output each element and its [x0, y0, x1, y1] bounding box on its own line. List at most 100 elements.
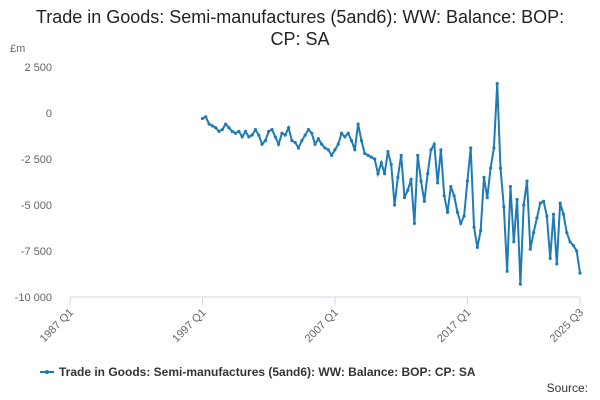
data-point — [532, 231, 536, 235]
data-point — [220, 127, 224, 132]
data-point — [293, 140, 297, 145]
data-point — [243, 129, 248, 133]
data-point — [495, 81, 499, 86]
data-point — [452, 194, 456, 198]
data-point — [260, 142, 264, 146]
data-point — [214, 126, 218, 130]
data-point — [373, 157, 377, 161]
data-point — [528, 247, 532, 251]
data-point — [449, 185, 453, 189]
data-point — [227, 126, 231, 130]
data-point — [240, 135, 244, 139]
data-point — [230, 129, 234, 133]
data-point — [343, 135, 347, 139]
data-point — [273, 135, 277, 139]
data-point — [386, 150, 390, 154]
chart-title: Trade in Goods: Semi-manufactures (5and6… — [35, 7, 565, 49]
data-point — [469, 146, 473, 150]
data-point — [498, 166, 503, 170]
y-tick-label: -5 000 — [21, 200, 52, 212]
data-point — [356, 122, 360, 126]
data-point — [286, 126, 291, 130]
data-point — [270, 127, 274, 132]
data-point — [568, 240, 572, 244]
data-point — [389, 162, 393, 167]
data-point — [525, 179, 529, 183]
data-point — [396, 175, 400, 179]
data-point — [383, 172, 387, 176]
data-point — [545, 214, 549, 218]
data-point — [522, 203, 526, 207]
data-point — [551, 212, 556, 216]
data-point — [369, 155, 373, 159]
legend-marker — [45, 370, 49, 374]
data-point — [541, 199, 546, 203]
y-tick-label: 0 — [46, 108, 52, 120]
data-point — [419, 179, 423, 183]
data-point — [399, 153, 403, 157]
data-point — [233, 131, 238, 135]
data-point — [346, 131, 350, 135]
data-point — [237, 129, 241, 133]
data-point — [575, 249, 579, 253]
data-point — [571, 243, 575, 248]
x-tick-label: 2025 Q3 — [548, 307, 586, 345]
data-point — [442, 194, 446, 198]
y-tick-label: 2 500 — [24, 62, 52, 74]
y-tick-label: -7 500 — [21, 246, 52, 258]
data-point — [412, 221, 417, 225]
data-point — [200, 116, 205, 121]
data-point — [565, 231, 569, 235]
data-point — [538, 201, 542, 205]
data-point — [465, 179, 470, 183]
data-point — [330, 153, 334, 157]
legend-label: Trade in Goods: Semi-manufactures (5and6… — [59, 365, 476, 379]
data-point — [336, 142, 340, 146]
data-point — [426, 172, 430, 176]
x-tick-label: 1997 Q1 — [170, 307, 208, 345]
data-point — [204, 115, 208, 119]
data-point — [263, 139, 267, 143]
y-unit-label: £m — [10, 43, 25, 55]
data-point — [402, 196, 407, 200]
data-point — [310, 131, 314, 135]
data-point — [548, 256, 552, 260]
data-point — [512, 240, 516, 244]
data-point — [445, 210, 450, 214]
x-tick-label: 2017 Q1 — [435, 307, 473, 345]
data-point — [561, 212, 566, 216]
data-point — [300, 139, 304, 143]
data-point — [535, 216, 539, 220]
data-point — [224, 122, 228, 126]
data-point — [409, 177, 413, 181]
data-point — [253, 127, 258, 132]
data-point — [257, 133, 261, 137]
data-point — [379, 161, 383, 165]
data-point — [558, 201, 562, 205]
data-point — [479, 229, 483, 233]
data-point — [492, 146, 496, 150]
data-point — [217, 129, 221, 133]
data-point — [207, 122, 211, 126]
data-point — [416, 153, 420, 157]
data-point — [316, 137, 320, 141]
data-point — [250, 133, 254, 137]
data-point — [277, 142, 281, 146]
data-point — [455, 210, 460, 214]
data-point — [366, 153, 370, 157]
data-point — [515, 197, 519, 202]
data-point — [349, 139, 354, 143]
data-point — [475, 245, 479, 249]
data-point — [505, 269, 509, 273]
data-point — [462, 214, 466, 218]
data-point — [422, 199, 426, 203]
data-point — [439, 148, 443, 152]
data-point — [578, 271, 582, 275]
data-point — [482, 175, 486, 179]
data-point — [429, 148, 433, 152]
source-label: Source: — [547, 381, 588, 395]
data-point — [247, 135, 251, 139]
data-point — [472, 225, 476, 229]
